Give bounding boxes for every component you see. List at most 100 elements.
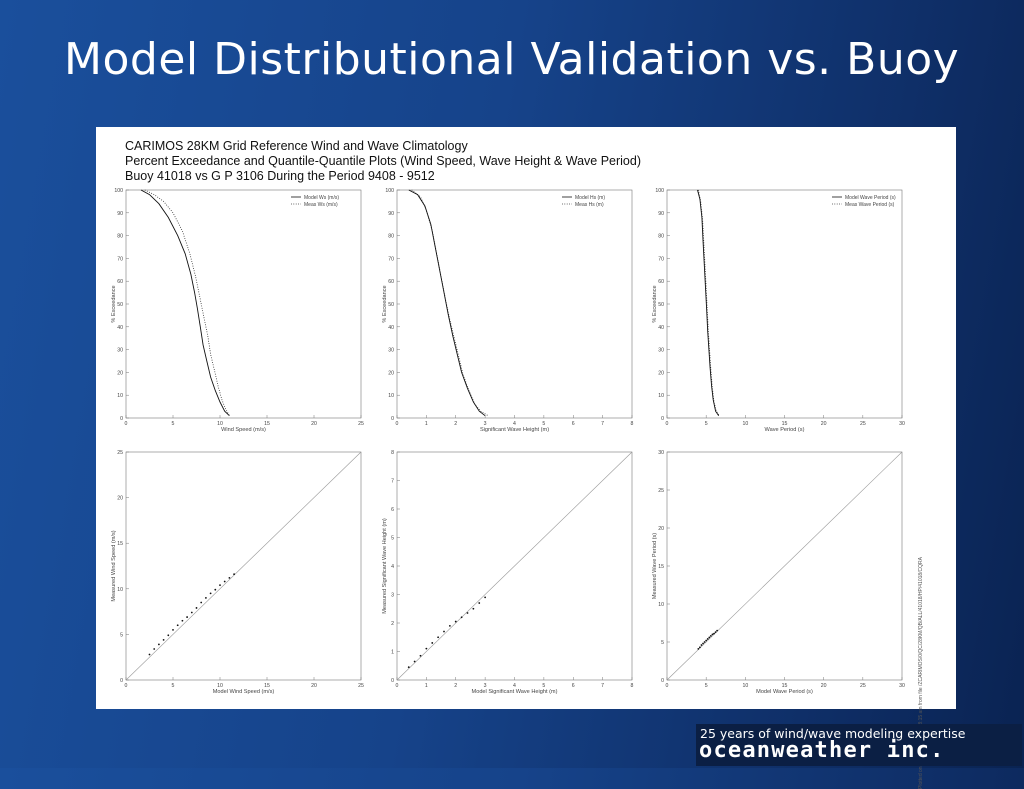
- qq-point: [413, 660, 416, 663]
- x-axis-label: Wind Speed (m/s): [221, 427, 266, 433]
- y-tick-label: 7: [391, 479, 394, 485]
- x-tick-label: 4: [513, 421, 516, 427]
- qq-point: [454, 620, 457, 623]
- y-tick-label: 80: [388, 234, 394, 240]
- qq-point: [200, 601, 203, 604]
- qq-point: [181, 619, 184, 622]
- legend-entry: Model Ws (m/s): [304, 195, 339, 201]
- x-tick-label: 6: [572, 683, 575, 689]
- y-tick-label: 3: [391, 593, 394, 599]
- qq-point: [700, 644, 703, 646]
- x-tick-label: 15: [264, 683, 270, 689]
- y-tick-label: 70: [658, 256, 664, 262]
- x-tick-label: 0: [125, 683, 128, 689]
- y-tick-label: 25: [658, 488, 664, 494]
- y-axis-label: % Exceedance: [382, 285, 388, 322]
- x-tick-label: 25: [860, 683, 866, 689]
- figure-header-line: CARIMOS 28KM Grid Reference Wind and Wav…: [125, 139, 468, 153]
- qq-point: [190, 611, 193, 614]
- qq-point: [443, 630, 445, 633]
- x-tick-label: 0: [666, 683, 669, 689]
- y-tick-label: 60: [658, 279, 664, 285]
- plot-frame: [125, 451, 362, 681]
- x-tick-label: 7: [601, 421, 604, 427]
- x-tick-label: 8: [631, 421, 634, 427]
- x-tick-label: 10: [742, 421, 748, 427]
- x-tick-label: 7: [601, 683, 604, 689]
- y-tick-label: 10: [388, 393, 394, 399]
- y-tick-label: 30: [658, 450, 664, 456]
- qq-point: [699, 646, 701, 649]
- x-tick-label: 3: [484, 683, 487, 689]
- x-axis-label: Significant Wave Height (m): [480, 427, 549, 433]
- x-tick-label: 4: [513, 683, 516, 689]
- y-axis-label: Measured Wave Period (s): [652, 533, 658, 599]
- y-tick-label: 10: [117, 587, 123, 593]
- y-tick-label: 90: [388, 211, 394, 217]
- x-tick-label: 2: [454, 683, 457, 689]
- qq-point: [697, 647, 700, 650]
- qq-point: [703, 641, 706, 643]
- chart-qq-height: [396, 451, 633, 681]
- legend-entry: Model Wave Period (s): [845, 195, 896, 201]
- x-tick-label: 15: [782, 421, 788, 427]
- series-line-model: [140, 189, 230, 417]
- qq-point: [162, 638, 165, 641]
- qq-point: [407, 666, 410, 669]
- x-tick-label: 6: [572, 421, 575, 427]
- x-tick-label: 20: [821, 421, 827, 427]
- series-line-model: [697, 189, 720, 416]
- qq-point: [472, 607, 475, 610]
- y-tick-label: 0: [391, 416, 394, 422]
- y-tick-label: 6: [391, 507, 394, 513]
- qq-point: [437, 636, 440, 639]
- chart-exceed-height: [396, 189, 633, 419]
- y-tick-label: 20: [658, 370, 664, 376]
- footer-brand-logo: oceanweather inc.: [699, 738, 945, 763]
- qq-point: [709, 635, 712, 637]
- reference-line: [666, 451, 903, 681]
- y-tick-label: 80: [117, 234, 123, 240]
- qq-point: [419, 654, 422, 657]
- series-line-measured: [411, 189, 489, 417]
- x-tick-label: 5: [542, 683, 545, 689]
- series-line-model: [408, 189, 486, 417]
- qq-point: [167, 634, 170, 637]
- qq-point: [706, 638, 709, 640]
- y-tick-label: 5: [120, 632, 123, 638]
- plot-frame: [396, 189, 633, 419]
- y-tick-label: 15: [658, 564, 664, 570]
- x-tick-label: 10: [742, 683, 748, 689]
- qq-point: [223, 580, 226, 583]
- x-tick-label: 0: [125, 421, 128, 427]
- y-tick-label: 4: [391, 564, 394, 570]
- legend-entry: Model Hs (m): [575, 195, 605, 201]
- y-tick-label: 50: [117, 302, 123, 308]
- x-tick-label: 0: [666, 421, 669, 427]
- y-tick-label: 70: [117, 256, 123, 262]
- qq-point: [195, 607, 198, 609]
- y-tick-label: 0: [391, 678, 394, 684]
- legend-entry: Meas Hs (m): [575, 202, 604, 208]
- slide-title: Model Distributional Validation vs. Buoy: [64, 34, 960, 85]
- qq-point: [233, 573, 236, 576]
- y-tick-label: 5: [391, 536, 394, 542]
- y-axis-label: % Exceedance: [111, 285, 117, 322]
- y-tick-label: 100: [655, 188, 664, 194]
- y-tick-label: 90: [117, 211, 123, 217]
- y-tick-label: 90: [658, 211, 664, 217]
- x-tick-label: 1: [425, 683, 428, 689]
- y-tick-label: 10: [117, 393, 123, 399]
- y-tick-label: 20: [117, 370, 123, 376]
- x-tick-label: 15: [782, 683, 788, 689]
- x-tick-label: 0: [396, 421, 399, 427]
- x-tick-label: 25: [358, 421, 364, 427]
- x-axis-label: Model Wave Period (s): [756, 689, 813, 695]
- figure-header-line: Percent Exceedance and Quantile-Quantile…: [125, 154, 642, 168]
- x-tick-label: 5: [705, 421, 708, 427]
- x-tick-label: 25: [860, 421, 866, 427]
- reference-line: [396, 451, 633, 681]
- y-tick-label: 15: [117, 541, 123, 547]
- footer-banner: 25 years of wind/wave modeling expertise…: [696, 724, 1022, 766]
